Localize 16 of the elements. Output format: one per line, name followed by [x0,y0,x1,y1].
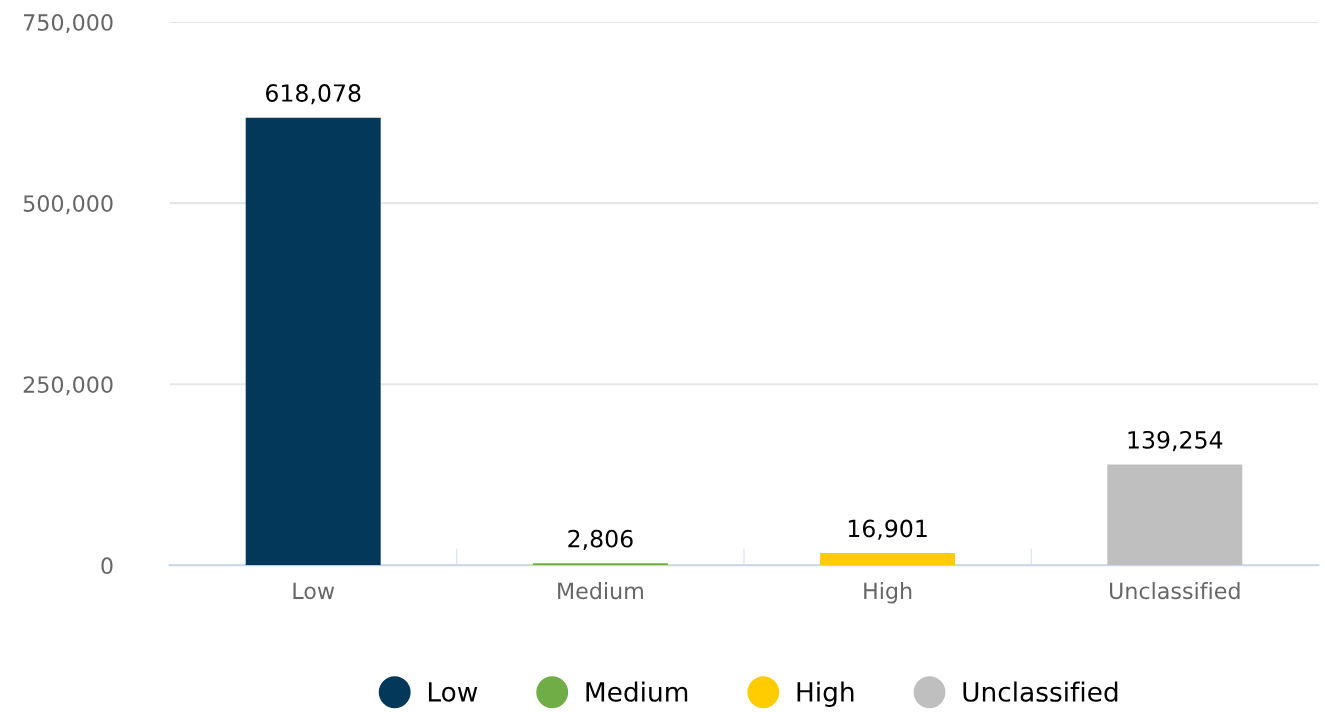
legend-label: Medium [586,681,688,702]
y-tick-label: 750,000 [23,14,113,34]
data-label: 2,806 [568,529,633,551]
legend-label: Unclassified [963,681,1118,702]
data-label: 618,078 [266,84,361,105]
x-tick-label: Low [293,582,335,600]
y-tick-label: 250,000 [23,376,113,396]
x-tick-label: High [864,581,912,604]
y-tick-label: 500,000 [23,195,113,215]
x-tick-label: Medium [558,581,643,600]
data-label: 16,901 [848,519,927,540]
legend-label: High [797,681,854,707]
legend-label: Low [428,682,478,702]
x-tick-label: Unclassified [1109,581,1240,600]
data-label: 139,254 [1128,430,1223,452]
y-tick-label: 0 [101,557,113,575]
